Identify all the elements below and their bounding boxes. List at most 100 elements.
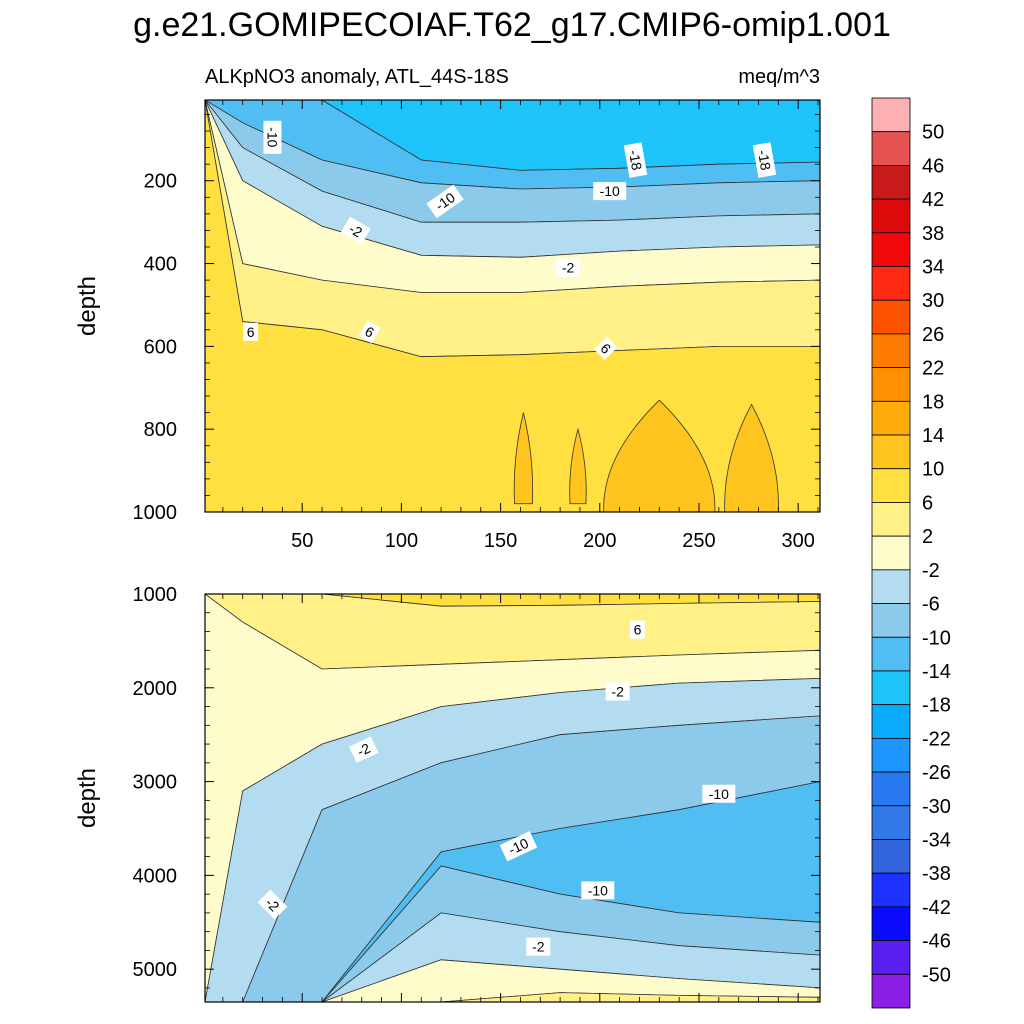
colorbar-level-label: 18 [922, 391, 944, 413]
colorbar-level-label: 26 [922, 324, 944, 346]
colorbar-level-label: -30 [922, 796, 951, 818]
contour-label: -2 [257, 889, 288, 920]
colorbar-level-label: -26 [922, 762, 951, 784]
subtitle-right: meq/m^3 [738, 66, 820, 88]
contour-label-text: -18 [626, 149, 645, 172]
colorbar-level-label: -14 [922, 661, 951, 683]
colorbar-swatch [871, 367, 911, 402]
lower-y-axis-label: depth [74, 768, 101, 828]
contour-label: -10 [499, 831, 538, 862]
colorbar-level-label: 14 [922, 425, 944, 447]
contour-label: -10 [593, 182, 627, 201]
contour-label-text: 6 [247, 324, 255, 340]
contour-label: 6 [358, 320, 381, 344]
colorbar: 50 46 42 38 34 30 26 22 18 14 10 6 2 -2 -6 -10 -14 -18 -22… [871, 97, 951, 1009]
colorbar-level-label: 10 [922, 459, 944, 481]
contour-label-text: -10 [709, 786, 729, 802]
colorbar-swatch [871, 737, 911, 773]
contour-label-text: -10 [264, 127, 280, 147]
contour-label: -2 [349, 736, 379, 763]
colorbar-swatch [871, 333, 911, 369]
contour-label: -2 [526, 937, 551, 956]
contour-label-text: -18 [755, 149, 774, 172]
colorbar-swatch [871, 400, 911, 436]
upper-axes: 50 100 150 200 250 300 200 400 600 800 1000 [133, 99, 821, 552]
y-tick-label: 2000 [133, 678, 178, 700]
colorbar-level-label: -22 [922, 728, 951, 750]
colorbar-swatch [871, 872, 911, 908]
colorbar-swatch [871, 704, 911, 739]
colorbar-level-label: -6 [922, 594, 940, 616]
colorbar-level-label: -46 [922, 931, 951, 953]
contour-label-text: -2 [611, 684, 624, 700]
colorbar-swatch [871, 299, 911, 335]
x-tick-label: 50 [291, 530, 313, 552]
contour-label: -10 [702, 784, 736, 803]
colorbar-level-label: 38 [922, 223, 944, 245]
x-tick-label: 300 [781, 530, 814, 552]
plot-frame [204, 593, 821, 1003]
colorbar-swatch [871, 940, 911, 975]
colorbar-level-label: 34 [922, 257, 944, 279]
colorbar-level-label: 50 [922, 122, 944, 144]
colorbar-swatch [871, 839, 911, 874]
colorbar-swatch [871, 266, 911, 301]
upper-plot-area: -10-18 -18-10 -10-2-26 66 [205, 100, 820, 512]
y-tick-label: 1000 [133, 502, 178, 524]
colorbar-level-label: 30 [922, 290, 944, 312]
colorbar-swatch [871, 805, 911, 840]
x-tick-label: 100 [385, 530, 418, 552]
upper-panel: -10-18 -18-10 -10-2-26 66 50 100 150 200 250 300… [74, 99, 821, 552]
lower-panel: 6-2-2-10-10-10-2-2 10002000300040005000 … [74, 584, 821, 1003]
colorbar-swatch [871, 603, 911, 638]
contour-band-9 [205, 992, 820, 1002]
colorbar-level-label: 42 [922, 189, 944, 211]
colorbar-swatch [871, 670, 911, 706]
colorbar-level-label: 22 [922, 358, 944, 380]
colorbar-swatch [871, 973, 911, 1009]
contour-label: -18 [752, 142, 777, 178]
x-tick-label: 200 [583, 530, 616, 552]
x-tick-label: 250 [682, 530, 715, 552]
colorbar-level-label: 46 [922, 155, 944, 177]
subtitle-left: ALKpNO3 anomaly, ATL_44S-18S [205, 66, 509, 88]
contour-label: -2 [556, 258, 581, 277]
contour-patch-0 [513, 412, 534, 505]
y-tick-label: 600 [144, 336, 177, 358]
contour-label-text: -2 [562, 260, 575, 276]
y-tick-label: 800 [144, 419, 177, 441]
contour-patch-1 [569, 427, 587, 505]
lower-plot-area: 6 -2 -2 -10 -10 -10 -2 -2 [205, 594, 820, 1002]
colorbar-swatch [871, 232, 911, 267]
colorbar-level-label: -18 [922, 695, 951, 717]
colorbar-swatch [871, 502, 911, 537]
contour-label-text: -10 [600, 183, 620, 199]
colorbar-swatch [871, 97, 911, 133]
colorbar-swatch [871, 434, 911, 470]
contour-patch-3 [724, 403, 779, 512]
contour-patch-2 [603, 399, 716, 512]
plot-frame [204, 99, 821, 513]
y-tick-label: 4000 [133, 865, 178, 887]
colorbar-swatch [871, 165, 911, 200]
lower-axes: 1000 2000 3000 4000 5000 [133, 584, 821, 1003]
contour-label-text: -10 [588, 882, 608, 898]
colorbar-level-label: -2 [922, 560, 940, 582]
colorbar-level-label: -10 [922, 627, 951, 649]
contour-label: -10 [581, 881, 615, 900]
contour-label-text: -10 [506, 835, 531, 858]
colorbar-swatch [871, 569, 911, 604]
colorbar-level-label: -42 [922, 897, 951, 919]
y-tick-label: 1000 [133, 584, 178, 606]
contour-label: -10 [263, 120, 282, 154]
colorbar-level-label: -38 [922, 863, 951, 885]
figure-title: g.e21.GOMIPECOIAF.T62_g17.CMIP6-omip1.00… [133, 6, 891, 44]
y-tick-label: 400 [144, 254, 177, 276]
contour-label: 6 [594, 336, 618, 361]
contour-label-text: 6 [634, 622, 642, 638]
colorbar-swatch [871, 636, 911, 672]
y-tick-label: 5000 [133, 959, 178, 981]
upper-y-axis-label: depth [74, 276, 101, 336]
contour-label: -2 [605, 682, 630, 701]
